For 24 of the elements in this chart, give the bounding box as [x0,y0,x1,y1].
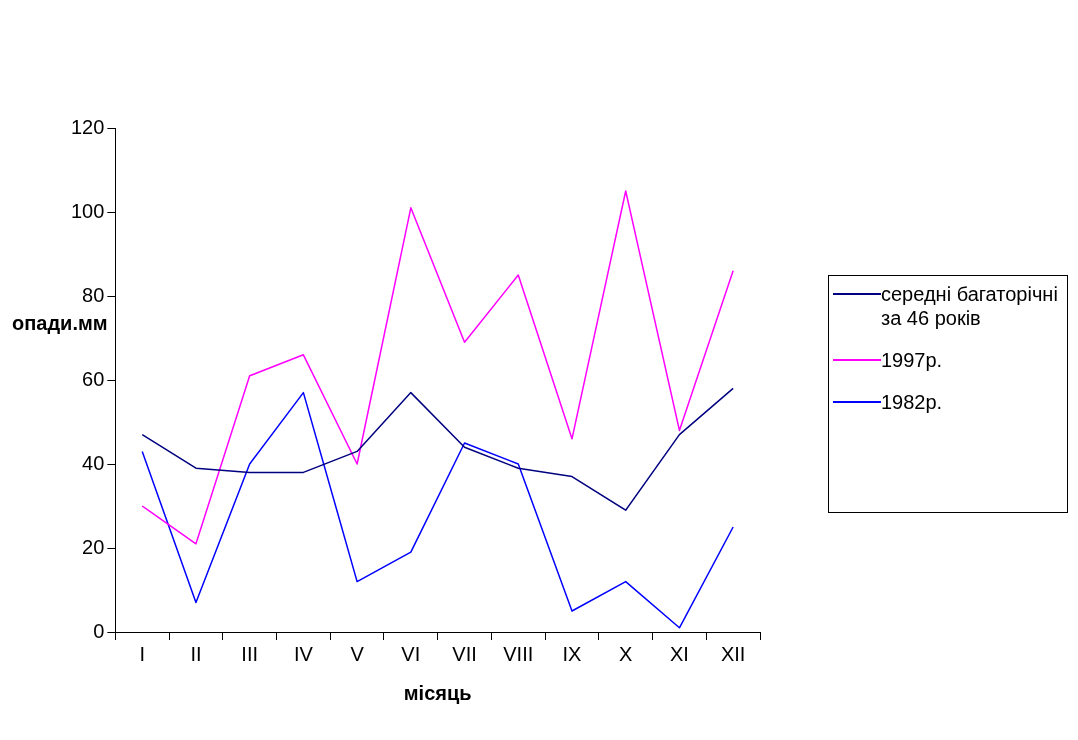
y-axis-title: опади.мм [12,312,108,335]
legend-label: середні багаторічні за 46 років [881,282,1059,330]
x-tick-label: X [619,642,633,665]
x-tick-label: VI [401,642,421,665]
y-tick-label: 0 [93,619,105,642]
y-tick-label: 80 [82,283,105,306]
legend-label: 1997р. [881,348,943,372]
x-tick-label: V [350,642,365,665]
y-tick-label: 60 [82,367,105,390]
x-axis-title: місяць [403,681,472,704]
x-tick-label: IX [562,642,582,665]
x-tick-label: II [190,642,202,665]
x-tick-label: III [241,642,258,665]
x-tick-label: IV [293,642,314,665]
x-tick-label: I [139,642,146,665]
x-tick-label: XI [669,642,689,665]
y-tick-label: 40 [82,451,105,474]
x-tick-label: VIII [503,642,534,665]
x-tick-label: XII [720,642,746,665]
y-tick-label: 100 [70,199,105,222]
legend-label: 1982р. [881,390,943,414]
x-tick-label: VII [452,642,477,665]
y-tick-label: 120 [70,115,105,138]
y-tick-label: 20 [82,535,105,558]
